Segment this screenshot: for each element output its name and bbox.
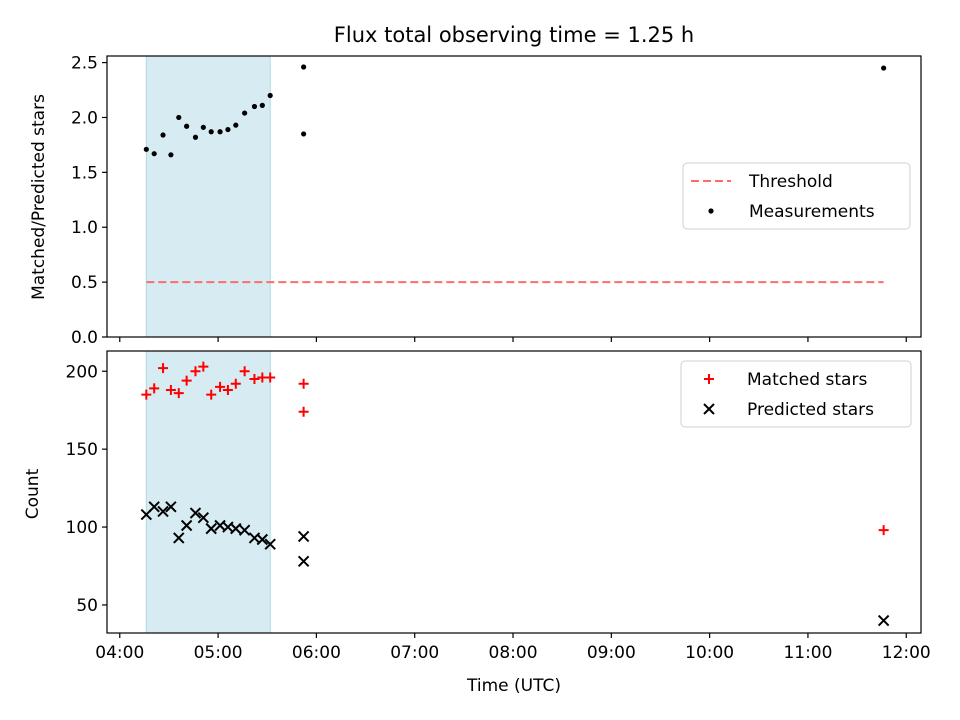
observing-window-span xyxy=(145,55,271,338)
y-tick-label: 2.0 xyxy=(71,108,98,128)
predicted-stars-point xyxy=(180,519,193,532)
measurements-point xyxy=(151,151,157,157)
legend-label: Predicted stars xyxy=(747,400,874,420)
matched-stars-point xyxy=(158,363,169,374)
matched-stars-point xyxy=(265,372,276,383)
x-tick-label: 05:00 xyxy=(194,643,243,663)
matched-stars-point xyxy=(141,389,152,400)
measurements-point xyxy=(208,129,214,135)
chart-title: Flux total observing time = 1.25 h xyxy=(334,23,694,47)
measurements-point xyxy=(217,129,223,135)
predicted-stars-point xyxy=(238,524,251,536)
bottom-y-axis-label: Count xyxy=(23,468,43,519)
matched-stars-point xyxy=(215,381,226,392)
y-tick-label: 150 xyxy=(66,440,98,460)
x-tick-label: 09:00 xyxy=(587,643,636,663)
predicted-stars-point xyxy=(197,511,210,524)
predicted-stars-point xyxy=(256,533,269,546)
matched-stars-point xyxy=(298,406,309,417)
matched-stars-point xyxy=(206,389,217,400)
measurements-point xyxy=(160,132,166,138)
predicted-stars-point xyxy=(230,522,242,535)
matched-stars-point xyxy=(230,378,241,389)
measurements-point xyxy=(242,110,248,116)
matched-stars-point xyxy=(239,366,250,377)
legend-plus-swatch xyxy=(704,374,714,384)
x-tick-label: 04:00 xyxy=(95,643,144,663)
y-tick-label: 200 xyxy=(66,362,98,382)
measurements-point xyxy=(168,152,174,158)
predicted-stars-point xyxy=(205,522,217,535)
y-tick-label: 0.0 xyxy=(71,328,98,348)
predicted-stars-point xyxy=(148,501,160,513)
matched-stars-point xyxy=(149,383,160,394)
matched-stars-point xyxy=(298,378,309,389)
y-tick-label: 100 xyxy=(66,518,98,538)
legend-label: Threshold xyxy=(748,172,833,192)
measurements-point xyxy=(251,103,258,110)
measurements-point xyxy=(267,92,273,99)
measurements-point xyxy=(192,134,199,140)
x-tick-label: 07:00 xyxy=(390,643,439,663)
x-tick-label: 11:00 xyxy=(783,643,832,663)
legend-label: Measurements xyxy=(749,202,875,222)
legend-dot-swatch xyxy=(708,208,714,214)
legend-label: Matched stars xyxy=(747,370,867,390)
predicted-stars-point xyxy=(297,555,310,568)
matched-stars-point xyxy=(173,388,184,399)
predicted-stars-point xyxy=(189,507,202,519)
y-tick-label: 2.5 xyxy=(71,54,98,74)
x-axis-label: Time (UTC) xyxy=(466,676,561,696)
legend: Threshold Measurements xyxy=(682,162,911,230)
measurements-point xyxy=(301,131,307,137)
x-tick-label: 12:00 xyxy=(882,643,931,663)
measurements-point xyxy=(225,126,231,133)
x-tick-label: 10:00 xyxy=(685,643,734,663)
predicted-stars-point xyxy=(173,532,185,544)
y-tick-label: 0.5 xyxy=(71,273,98,293)
measurements-point xyxy=(200,124,206,130)
predicted-stars-point xyxy=(165,501,177,513)
matched-stars-point xyxy=(249,374,260,385)
measurements-point xyxy=(259,102,265,108)
top-panel: Flux total observing time = 1.25 h Match… xyxy=(29,23,922,348)
legend-x-swatch xyxy=(703,403,715,415)
legend-frame xyxy=(682,162,911,230)
matched-stars-point xyxy=(190,366,201,377)
matched-stars-point xyxy=(222,384,233,395)
top-y-axis-label: Matched/Predicted stars xyxy=(29,94,49,300)
matched-stars-point xyxy=(878,525,889,536)
measurements-point xyxy=(233,122,239,128)
observing-window-span xyxy=(145,350,271,634)
bottom-panel: Count Time (UTC) 50 100 150 200 04:00 05:00 06… xyxy=(23,350,931,696)
y-tick-label: 50 xyxy=(76,596,98,616)
predicted-stars-point xyxy=(877,614,890,627)
x-tick-label: 08:00 xyxy=(489,643,538,663)
matched-stars-point xyxy=(198,361,209,372)
measurements-point xyxy=(301,64,307,70)
measurements-point xyxy=(143,146,149,152)
measurements-point xyxy=(184,123,190,129)
x-tick-label: 06:00 xyxy=(292,643,341,663)
predicted-stars-point xyxy=(264,538,276,550)
matched-stars-point xyxy=(165,384,176,395)
y-tick-label: 1.5 xyxy=(71,163,98,183)
predicted-stars-point xyxy=(297,530,310,543)
y-tick-label: 1.0 xyxy=(71,218,98,238)
legend: Matched stars Predicted stars xyxy=(680,360,912,428)
measurements-point xyxy=(176,114,182,121)
plot-frame xyxy=(106,55,922,338)
matched-stars-point xyxy=(181,375,192,386)
plot-frame xyxy=(106,350,922,634)
predicted-stars-point xyxy=(157,505,169,518)
legend-frame xyxy=(680,360,912,428)
measurements-point xyxy=(881,65,887,71)
